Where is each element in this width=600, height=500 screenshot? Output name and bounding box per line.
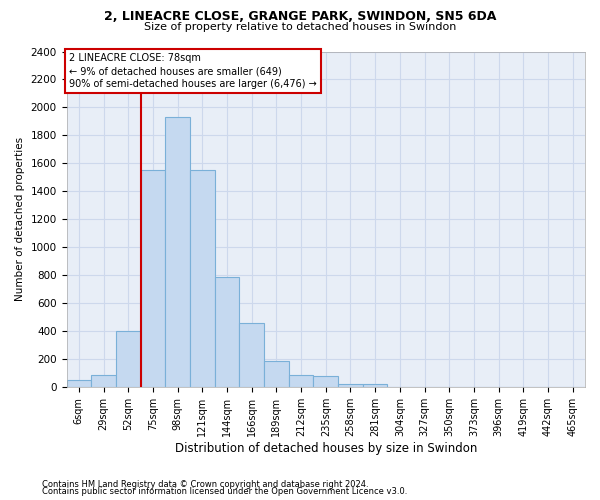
Bar	[116, 332, 140, 388]
Bar	[363, 384, 388, 388]
Bar	[91, 375, 116, 388]
Bar	[338, 384, 363, 388]
Text: 2 LINEACRE CLOSE: 78sqm
← 9% of detached houses are smaller (649)
90% of semi-de: 2 LINEACRE CLOSE: 78sqm ← 9% of detached…	[69, 53, 317, 90]
Bar	[67, 380, 91, 388]
Y-axis label: Number of detached properties: Number of detached properties	[15, 138, 25, 302]
Bar	[239, 323, 264, 388]
Bar	[165, 118, 190, 388]
Bar	[388, 386, 412, 388]
Bar	[215, 277, 239, 388]
Text: Contains HM Land Registry data © Crown copyright and database right 2024.: Contains HM Land Registry data © Crown c…	[42, 480, 368, 489]
Text: Size of property relative to detached houses in Swindon: Size of property relative to detached ho…	[144, 22, 456, 32]
Bar	[289, 375, 313, 388]
Text: Contains public sector information licensed under the Open Government Licence v3: Contains public sector information licen…	[42, 488, 407, 496]
Bar	[140, 170, 165, 388]
Bar	[313, 376, 338, 388]
Bar	[264, 361, 289, 388]
Bar	[190, 170, 215, 388]
Text: 2, LINEACRE CLOSE, GRANGE PARK, SWINDON, SN5 6DA: 2, LINEACRE CLOSE, GRANGE PARK, SWINDON,…	[104, 10, 496, 23]
X-axis label: Distribution of detached houses by size in Swindon: Distribution of detached houses by size …	[175, 442, 477, 455]
